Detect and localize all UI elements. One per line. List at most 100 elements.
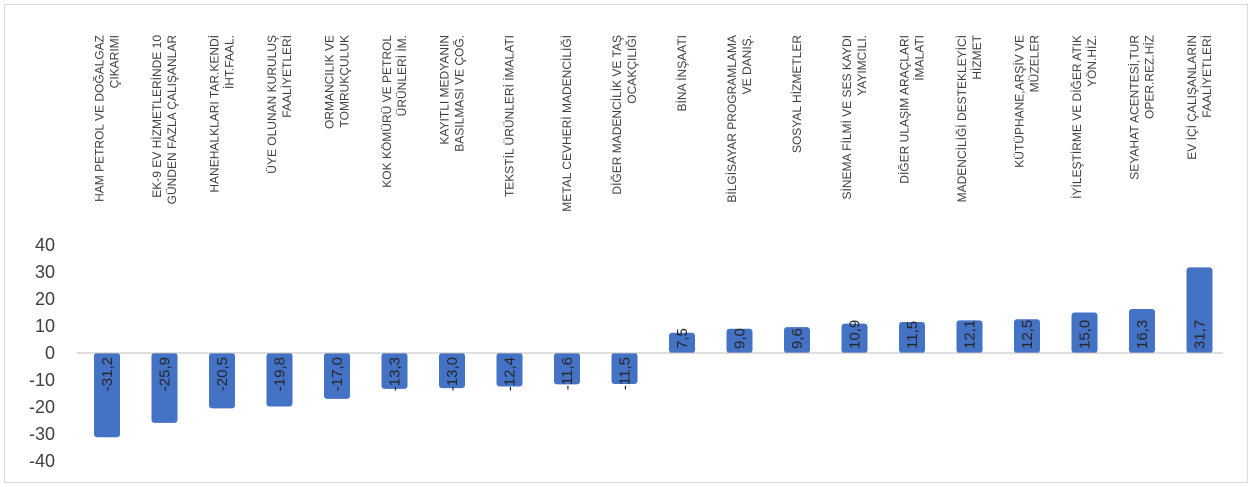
category-label-line: MADENCİLİĞİ DESTEKLEYİCİ xyxy=(954,35,969,202)
data-label: 16,3 xyxy=(1134,320,1151,349)
category-label-line: DİĞER ULAŞIM ARAÇLARI xyxy=(897,35,912,184)
category-label-line: BASILMASI VE ÇOĞ. xyxy=(452,35,467,152)
category-label-line: KAYITLI MEDYANIN xyxy=(438,35,452,145)
category-label-line: KÜTÜPHANE,ARŞİV VE xyxy=(1013,35,1027,168)
bar xyxy=(611,353,638,385)
category-label-line: HAM PETROL VE DOĞALGAZ xyxy=(92,35,107,202)
category-label-line: HANEHALKLARI TAR.KENDİ xyxy=(208,35,222,193)
category-label: ORMANCILIK VE TOMRUKÇULUK xyxy=(323,35,352,129)
y-tick-label: -20 xyxy=(29,397,55,417)
data-label: -31,2 xyxy=(99,357,116,391)
category-label-line: EK-9 EV HİZMETLERİNDE 10 xyxy=(150,35,164,198)
bar xyxy=(841,323,868,353)
bar xyxy=(439,353,465,389)
category-label: HANEHALKLARI TAR.KENDİ İHT.FAAL. xyxy=(208,35,237,193)
category-labels: HAM PETROL VE DOĞALGAZ ÇIKARIMI EK-9 EV Hİ… xyxy=(92,34,1215,211)
data-label: -12,4 xyxy=(502,357,519,391)
y-tick-label: 0 xyxy=(45,343,55,363)
category-label: EK-9 EV HİZMETLERİNDE 10 GÜNDEN FAZLA ÇAL… xyxy=(150,35,179,205)
bar xyxy=(266,353,293,407)
category-label: KAYITLI MEDYANIN BASILMASI VE ÇOĞ. xyxy=(438,35,467,152)
category-label-line: VE DANIŞ. xyxy=(740,35,754,94)
category-label: SİNEMA FİLMİ VE SES KAYDI YAYIMCILI. xyxy=(840,35,869,200)
category-label-line: OCAKÇILIĞI xyxy=(624,35,639,104)
bars xyxy=(94,267,1213,438)
category-label-line: ÇIKARIMI xyxy=(108,35,122,88)
category-label-line: FAALİYETLERİ xyxy=(280,35,294,118)
category-label-line: SİNEMA FİLMİ VE SES KAYDI xyxy=(840,35,854,200)
bar xyxy=(1186,267,1213,353)
bar xyxy=(496,353,523,387)
bar xyxy=(324,353,350,399)
category-label: MADENCİLİĞİ DESTEKLEYİCİ HİZMET xyxy=(954,34,984,202)
category-label: EV İÇİ ÇALIŞANLARIN FAALİYETLERİ xyxy=(1185,35,1214,160)
category-label-line: GÜNDEN FAZLA ÇALIŞANLAR xyxy=(165,35,179,205)
bar xyxy=(381,353,408,389)
category-label: KOK KÖMÜRÜ VE PETROL ÜRÜNLERİ İM. xyxy=(380,35,409,188)
category-label: METAL CEVHERİ MADENCİLİĞİ xyxy=(559,35,574,212)
category-label-line: TEKSTİL ÜRÜNLERİ İMALATI xyxy=(503,35,517,197)
category-label-line: MÜZELER xyxy=(1028,35,1042,93)
y-tick-label: 30 xyxy=(35,262,55,282)
data-label: 10,9 xyxy=(847,320,864,349)
category-label: SOSYAL HİZMETLER xyxy=(790,35,804,153)
data-label: -25,9 xyxy=(157,357,174,391)
data-label: -13,0 xyxy=(444,357,461,391)
y-axis-ticks: 40 30 20 10 0 -10 -20 -30 -40 xyxy=(29,235,55,471)
category-label: HAM PETROL VE DOĞALGAZ ÇIKARIMI xyxy=(92,35,122,202)
data-label: 7,5 xyxy=(674,328,691,349)
data-label: -19,8 xyxy=(272,357,289,391)
category-label: SEYAHAT ACENTESİ,TUR OPER.REZ.HİZ xyxy=(1128,35,1157,180)
bar xyxy=(1071,312,1098,353)
data-label: -13,3 xyxy=(387,357,404,391)
bar xyxy=(669,332,695,353)
category-label: İYİLEŞTİRME VE DİĞER ATIK YÖN.HİZ. xyxy=(1069,35,1099,199)
category-label-line: SEYAHAT ACENTESİ,TUR xyxy=(1128,35,1142,180)
y-tick-label: 40 xyxy=(35,235,55,255)
data-labels: -31,2 -25,9 -20,5 -19,8 -17,0 -13,3 -13,0 -12,4… xyxy=(99,320,1209,391)
data-label: -20,5 xyxy=(214,357,231,391)
category-label-line: OPER.REZ.HİZ xyxy=(1143,35,1157,119)
category-label-line: BİLGİSAYAR PROGRAMLAMA xyxy=(725,35,739,203)
category-label-line: HİZMET xyxy=(970,34,984,79)
bar-chart: 40 30 20 10 0 -10 -20 -30 -40 -31,2 -25,9 -20,5 -19… xyxy=(29,34,1223,471)
y-tick-label: -40 xyxy=(29,451,55,471)
bar xyxy=(956,320,983,353)
category-label-line: TOMRUKÇULUK xyxy=(338,35,352,127)
category-label-line: EV İÇİ ÇALIŞANLARIN xyxy=(1185,35,1199,160)
category-label-line: KOK KÖMÜRÜ VE PETROL xyxy=(380,35,394,188)
bar xyxy=(151,353,178,423)
category-label: KÜTÜPHANE,ARŞİV VE MÜZELER xyxy=(1013,35,1042,168)
data-label: 9,0 xyxy=(732,328,749,349)
category-label-line: ÜRÜNLERİ İM. xyxy=(395,35,409,116)
category-label-line: DİĞER MADENCİLİK VE TAŞ xyxy=(609,35,624,195)
category-label: DİĞER ULAŞIM ARAÇLARI İMALATI xyxy=(897,35,927,184)
category-label-line: İYİLEŞTİRME VE DİĞER ATIK xyxy=(1069,35,1084,199)
bar xyxy=(1014,319,1040,353)
y-tick-label: -10 xyxy=(29,370,55,390)
bar xyxy=(209,353,235,409)
category-label: BİLGİSAYAR PROGRAMLAMA VE DANIŞ. xyxy=(725,35,754,203)
category-label-line: FAALİYETLERİ xyxy=(1200,35,1214,118)
bar xyxy=(554,353,580,385)
category-label: BİNA İNŞAATI xyxy=(675,35,689,111)
category-label: ÜYE OLUNAN KURULUŞ FAALİYETLERİ xyxy=(265,35,294,174)
y-tick-label: 20 xyxy=(35,289,55,309)
bar xyxy=(94,353,120,438)
data-label: 9,6 xyxy=(789,328,806,349)
bar xyxy=(1129,308,1155,353)
data-label: -11,5 xyxy=(617,357,634,390)
category-label-line: ORMANCILIK VE xyxy=(323,35,337,129)
bar xyxy=(784,327,810,353)
category-label-line: YAYIMCILI. xyxy=(855,35,869,96)
data-label: 12,1 xyxy=(962,320,979,349)
data-label: 31,7 xyxy=(1192,320,1209,349)
data-label: 15,0 xyxy=(1077,320,1094,349)
y-tick-label: -30 xyxy=(29,424,55,444)
data-label: -17,0 xyxy=(329,357,346,391)
bar xyxy=(899,321,925,353)
y-tick-label: 10 xyxy=(35,316,55,336)
category-label-line: METAL CEVHERİ MADENCİLİĞİ xyxy=(559,35,574,212)
data-label: 12,5 xyxy=(1019,320,1036,349)
chart-frame: 40 30 20 10 0 -10 -20 -30 -40 -31,2 -25,9 -20,5 -19… xyxy=(4,4,1248,483)
